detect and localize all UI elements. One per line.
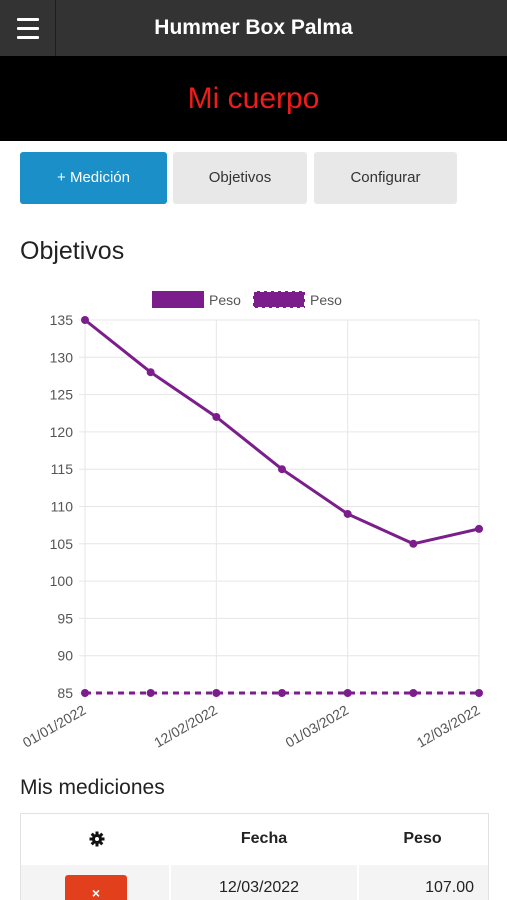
close-icon: × (91, 885, 101, 900)
x-tick-label: 01/03/2022 (282, 702, 351, 750)
data-point (475, 689, 483, 697)
date-column-header[interactable]: Fecha (240, 830, 288, 847)
legend-swatch-0 (152, 291, 204, 308)
y-tick-label: 125 (50, 387, 74, 403)
y-tick-label: 100 (50, 573, 74, 589)
measurement-date: 12/03/2022 (219, 879, 300, 896)
legend-label-0: Peso (209, 292, 241, 308)
objectives-heading: Objetivos (20, 237, 125, 265)
y-tick-label: 105 (50, 536, 74, 552)
measurements-table: Fecha Peso × 12/03/2022 107.00 (20, 813, 489, 900)
weight-chart: 135 130 125 120 115 110 105 100 95 90 8501/01/2022… (20, 290, 483, 750)
measurement-weight: 107.00 (425, 879, 474, 896)
table-row: × 12/03/2022 107.00 (21, 865, 488, 900)
data-point (81, 689, 89, 697)
data-point (146, 689, 155, 697)
data-point (278, 689, 286, 697)
settings-column-header (21, 814, 171, 864)
data-point (81, 316, 89, 324)
x-tick-label: 12/02/2022 (151, 702, 220, 750)
y-tick-label: 95 (57, 610, 73, 626)
configure-button[interactable]: Configurar (314, 152, 457, 204)
action-cell: × (21, 865, 169, 900)
gear-icon[interactable] (89, 831, 105, 847)
data-point (409, 539, 418, 548)
y-tick-label: 135 (50, 312, 74, 328)
objectives-button[interactable]: Objetivos (173, 152, 307, 204)
x-tick-label: 01/01/2022 (20, 702, 89, 750)
data-point (409, 689, 418, 697)
legend-label-1: Peso (310, 292, 342, 308)
page-title: Mi cuerpo (187, 82, 320, 115)
y-tick-label: 110 (51, 499, 74, 515)
x-tick-label: 12/03/2022 (414, 702, 483, 750)
weight-cell: 107.00 (359, 865, 488, 900)
weight-column-header[interactable]: Peso (403, 830, 442, 847)
data-point (278, 465, 286, 474)
data-point (146, 368, 155, 377)
y-tick-label: 115 (51, 461, 74, 477)
table-header: Fecha Peso (21, 814, 488, 864)
hamburger-menu-icon[interactable] (0, 0, 56, 56)
data-point (343, 689, 352, 697)
top-bar: Hummer Box Palma (0, 0, 507, 56)
date-cell: 12/03/2022 (171, 865, 357, 900)
app-title: Hummer Box Palma (154, 16, 353, 39)
data-point (343, 509, 352, 518)
y-tick-label: 85 (57, 685, 73, 701)
page-banner: Mi cuerpo (0, 56, 507, 141)
y-tick-label: 90 (57, 648, 73, 664)
delete-measurement-button[interactable]: × (65, 875, 127, 900)
data-point (475, 524, 483, 533)
y-tick-label: 130 (50, 349, 74, 365)
data-point (212, 412, 221, 421)
data-point (212, 689, 221, 697)
add-measurement-button[interactable]: + Medición (20, 152, 167, 204)
measurements-heading: Mis mediciones (20, 776, 165, 799)
y-tick-label: 120 (50, 424, 74, 440)
legend-swatch-1 (252, 290, 306, 309)
